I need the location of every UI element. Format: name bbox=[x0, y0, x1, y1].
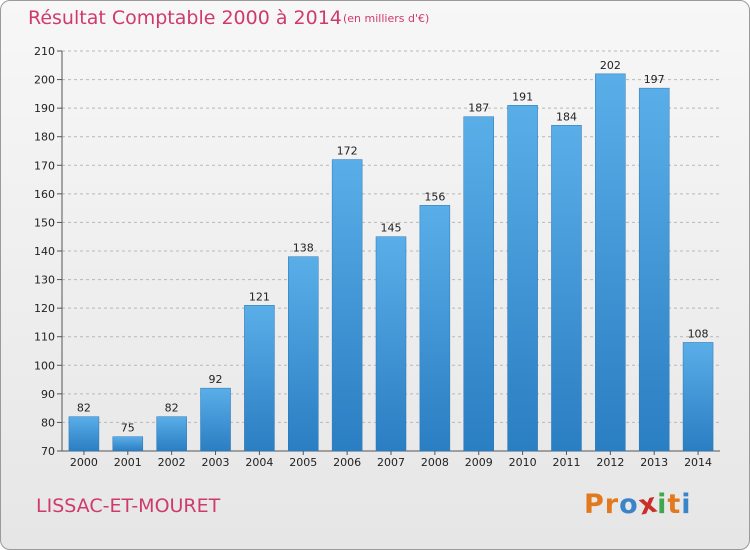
data-label: 172 bbox=[337, 145, 358, 158]
bar bbox=[682, 342, 714, 452]
x-tick-label: 2002 bbox=[158, 456, 186, 469]
y-tick-label: 110 bbox=[34, 331, 55, 344]
y-tick-label: 210 bbox=[34, 45, 55, 58]
plot-area: 7080901001101201301401501601701801902002… bbox=[34, 45, 720, 469]
y-tick-label: 100 bbox=[34, 359, 55, 372]
y-tick-label: 130 bbox=[34, 274, 55, 287]
data-label: 156 bbox=[424, 190, 445, 203]
bar bbox=[463, 116, 494, 452]
x-tick-label: 2004 bbox=[245, 456, 273, 469]
logo-letter: i bbox=[657, 489, 668, 520]
x-tick-label: 2010 bbox=[509, 456, 537, 469]
x-tick-label: 2001 bbox=[114, 456, 142, 469]
logo-letter: t bbox=[667, 489, 682, 520]
bar bbox=[331, 159, 363, 452]
data-label: 138 bbox=[293, 242, 314, 255]
y-tick-label: 70 bbox=[41, 445, 55, 458]
bar bbox=[156, 416, 187, 452]
bar bbox=[375, 236, 407, 452]
x-tick-label: 2014 bbox=[684, 456, 712, 469]
data-label: 75 bbox=[121, 422, 135, 435]
bar bbox=[288, 256, 319, 452]
data-label: 187 bbox=[468, 102, 489, 115]
logo-letter: o bbox=[619, 489, 639, 520]
data-label: 108 bbox=[688, 327, 709, 340]
logo-letter: P bbox=[584, 489, 605, 520]
y-tick-label: 160 bbox=[34, 188, 55, 201]
x-tick-label: 2006 bbox=[333, 456, 361, 469]
bar bbox=[244, 305, 275, 452]
x-tick-label: 2000 bbox=[70, 456, 98, 469]
data-label: 197 bbox=[644, 73, 665, 86]
data-label: 121 bbox=[249, 290, 270, 303]
commune-name: LISSAC-ET-MOURET bbox=[36, 495, 221, 517]
logo-letter: r bbox=[604, 489, 620, 520]
data-label: 82 bbox=[165, 402, 179, 415]
x-tick-label: 2005 bbox=[289, 456, 317, 469]
y-tick-label: 190 bbox=[34, 102, 55, 115]
y-tick-label: 180 bbox=[34, 131, 55, 144]
bar bbox=[112, 436, 144, 452]
chart-title: Résultat Comptable 2000 à 2014 bbox=[28, 7, 342, 29]
bar bbox=[595, 73, 626, 452]
x-tick-label: 2011 bbox=[552, 456, 580, 469]
bar bbox=[68, 416, 100, 452]
bar bbox=[419, 205, 451, 452]
y-tick-label: 120 bbox=[34, 302, 55, 315]
x-tick-label: 2008 bbox=[421, 456, 449, 469]
proxiti-logo: Proxiti bbox=[584, 487, 692, 521]
x-tick-label: 2012 bbox=[596, 456, 624, 469]
y-tick-label: 170 bbox=[34, 159, 55, 172]
x-tick-label: 2013 bbox=[640, 456, 668, 469]
data-label: 92 bbox=[209, 373, 223, 386]
data-label: 145 bbox=[381, 222, 402, 235]
data-label: 82 bbox=[77, 402, 91, 415]
bar bbox=[200, 387, 231, 452]
bar bbox=[507, 105, 538, 452]
x-tick-label: 2009 bbox=[465, 456, 493, 469]
y-tick-label: 140 bbox=[34, 245, 55, 258]
x-tick-label: 2003 bbox=[202, 456, 230, 469]
data-label: 184 bbox=[556, 110, 577, 123]
y-tick-label: 80 bbox=[41, 416, 55, 429]
logo-letter: i bbox=[681, 489, 692, 520]
y-tick-label: 150 bbox=[34, 216, 55, 229]
data-label: 191 bbox=[512, 90, 533, 103]
bar bbox=[551, 125, 582, 452]
bar bbox=[638, 87, 670, 452]
chart-subtitle: (en milliers d'€) bbox=[343, 12, 430, 25]
y-tick-label: 90 bbox=[41, 388, 55, 401]
data-label: 202 bbox=[600, 59, 621, 72]
y-tick-label: 200 bbox=[34, 74, 55, 87]
x-tick-label: 2007 bbox=[377, 456, 405, 469]
